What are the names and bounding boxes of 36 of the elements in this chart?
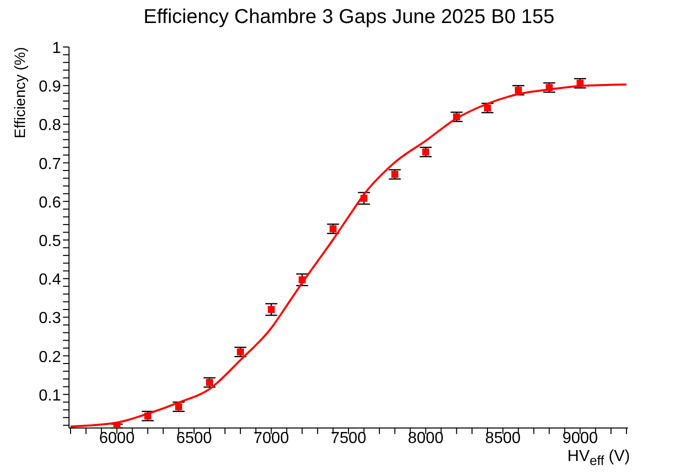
x-tick-label: 9000 [562, 430, 598, 447]
point [514, 86, 522, 94]
point [391, 170, 398, 178]
y-tick-label: 0.3 [38, 310, 62, 328]
point [113, 422, 120, 428]
x-axis-title: HV$_{eff}$ (V) [567, 448, 630, 468]
x-tick-label: 8000 [408, 430, 444, 447]
y-tick-label: 0.8 [38, 117, 62, 134]
x-tick-label: 7000 [253, 430, 290, 447]
x-tick-label: 7500 [330, 430, 366, 447]
point [206, 378, 214, 386]
point [546, 84, 553, 92]
y-tick-label: 0.4 [38, 272, 62, 289]
point [236, 348, 244, 356]
y-tick-label: 0.6 [38, 194, 62, 212]
point [360, 194, 368, 202]
y-axis-title: Efficiency (%) [12, 47, 29, 138]
chart-title: Efficiency Chambre 3 Gaps June 2025 B0 155 [142, 6, 556, 29]
point [175, 403, 182, 410]
x-tick-label: 6000 [99, 430, 135, 447]
point [422, 148, 430, 156]
y-tick-label: 0.1 [38, 387, 62, 404]
x-tick-label: 8500 [485, 430, 521, 447]
x-tick-label: 6500 [176, 430, 212, 447]
y-tick-label: 0.2 [38, 348, 62, 366]
y-tick-label: 0.5 [38, 233, 62, 250]
point [144, 412, 152, 420]
point [453, 113, 460, 120]
point [298, 276, 306, 284]
y-tick-label: 0.9 [38, 78, 62, 96]
point [268, 306, 275, 313]
point [576, 80, 584, 87]
point [330, 225, 337, 232]
point [484, 104, 491, 112]
y-tick-label: 1 [52, 40, 62, 57]
y-tick-label: 0.7 [38, 156, 62, 173]
